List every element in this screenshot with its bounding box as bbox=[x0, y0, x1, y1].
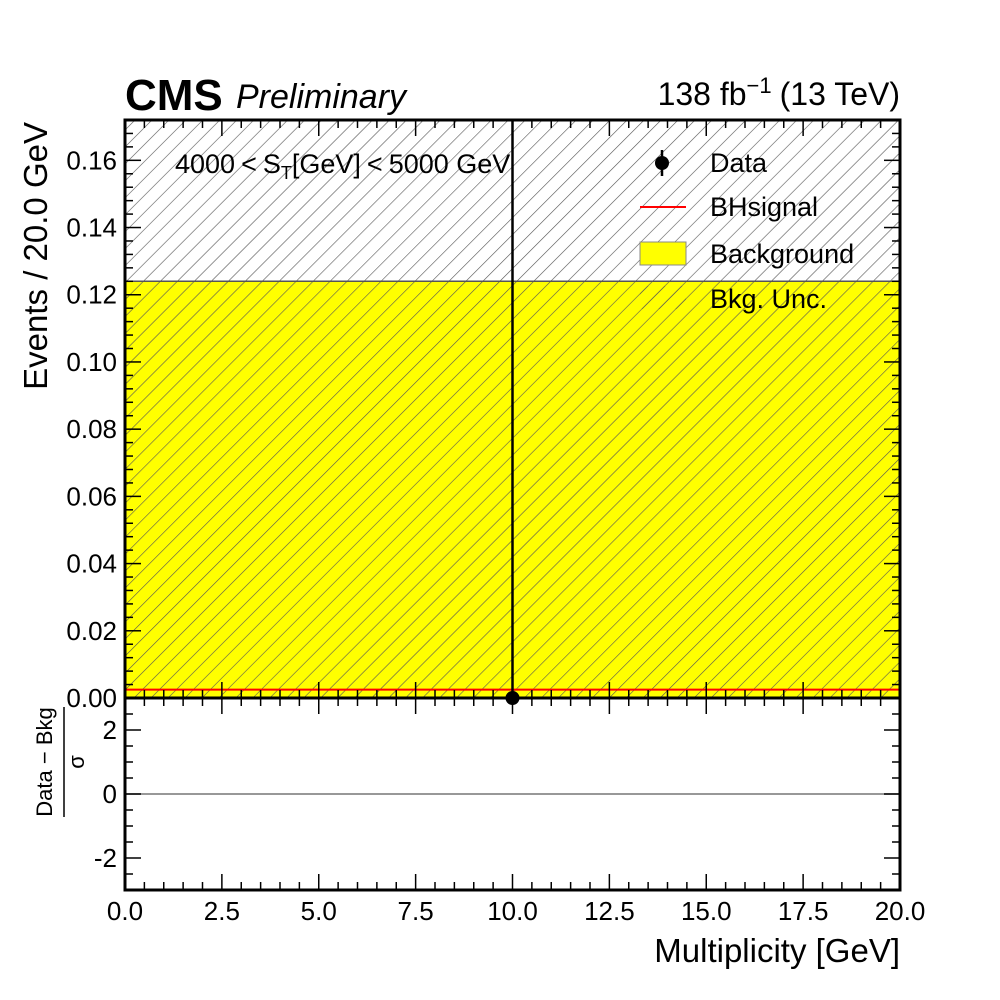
legend: Data BHsignal Background Bkg. Unc. bbox=[639, 148, 854, 314]
x-ticks: 0.0 2.5 5.0 7.5 10.0 12.5 15.0 17.5 20.0 bbox=[107, 120, 925, 926]
x-axis-label: Multiplicity [GeV] bbox=[654, 932, 900, 969]
x-tick-label: 0.0 bbox=[107, 896, 143, 926]
x-tick-label: 5.0 bbox=[301, 896, 337, 926]
y-tick-label: 0.08 bbox=[66, 414, 117, 444]
cms-label: CMS bbox=[125, 71, 223, 120]
ratio-y-tick-label: -2 bbox=[94, 843, 117, 873]
x-tick-label: 20.0 bbox=[875, 896, 926, 926]
y-tick-label: 0.04 bbox=[66, 549, 117, 579]
legend-item-background: Background bbox=[639, 239, 854, 269]
ratio-label-denominator: σ bbox=[64, 755, 89, 769]
legend-item-data: Data bbox=[655, 148, 768, 178]
ratio-y-ticks: 2 0 -2 bbox=[94, 697, 900, 891]
y-tick-label: 0.02 bbox=[66, 616, 117, 646]
st-unit: [GeV] bbox=[292, 149, 361, 179]
x-tick-label: 17.5 bbox=[778, 896, 829, 926]
y-tick-label: 0.12 bbox=[66, 280, 117, 310]
ratio-y-tick-label: 0 bbox=[103, 779, 117, 809]
legend-label-data: Data bbox=[710, 148, 768, 178]
lumi-label: 138 fb−1 (13 TeV) bbox=[658, 73, 900, 112]
y-tick-label: 0.00 bbox=[66, 683, 117, 713]
yellow-box-icon bbox=[639, 241, 687, 266]
y-tick-label: 0.10 bbox=[66, 347, 117, 377]
y-tick-label: 0.16 bbox=[66, 145, 117, 175]
preliminary-label: Preliminary bbox=[236, 78, 408, 116]
y-tick-label: 0.14 bbox=[66, 213, 117, 243]
ratio-y-tick-label: 2 bbox=[103, 715, 117, 745]
legend-item-signal: BHsignal bbox=[640, 192, 818, 222]
x-tick-label: 7.5 bbox=[398, 896, 434, 926]
y-tick-label: 0.06 bbox=[66, 481, 117, 511]
st-range-low: 4000 bbox=[175, 149, 235, 179]
st-symbol: S bbox=[263, 149, 281, 179]
ratio-y-axis-label: Data − Bkg σ bbox=[32, 707, 89, 817]
x-tick-label: 2.5 bbox=[204, 896, 240, 926]
legend-item-uncertainty: Bkg. Unc. bbox=[640, 284, 827, 314]
main-y-ticks: 0.00 0.02 0.04 0.06 0.08 0.10 0.12 0.14 0.16 bbox=[66, 119, 900, 713]
less-than-1: < bbox=[241, 149, 257, 179]
x-tick-label: 10.0 bbox=[487, 896, 538, 926]
x-tick-label: 12.5 bbox=[584, 896, 635, 926]
hatch-icon bbox=[640, 286, 686, 309]
st-subscript: T bbox=[281, 163, 292, 183]
data-marker-icon bbox=[655, 150, 669, 176]
legend-label-uncertainty: Bkg. Unc. bbox=[710, 284, 827, 314]
lumi-exponent: −1 bbox=[747, 73, 772, 98]
energy-label: (13 TeV) bbox=[780, 76, 900, 112]
legend-label-signal: BHsignal bbox=[710, 192, 818, 222]
st-range-high: 5000 GeV bbox=[389, 149, 511, 179]
y-axis-label: Events / 20.0 GeV bbox=[17, 122, 54, 390]
lumi-value: 138 fb bbox=[658, 76, 747, 112]
less-than-2: < bbox=[367, 149, 383, 179]
ratio-label-numerator: Data − Bkg bbox=[32, 707, 57, 816]
legend-label-background: Background bbox=[710, 239, 854, 269]
x-tick-label: 15.0 bbox=[681, 896, 732, 926]
st-range-annotation: 4000 < ST[GeV] <5000 GeV bbox=[175, 149, 510, 183]
